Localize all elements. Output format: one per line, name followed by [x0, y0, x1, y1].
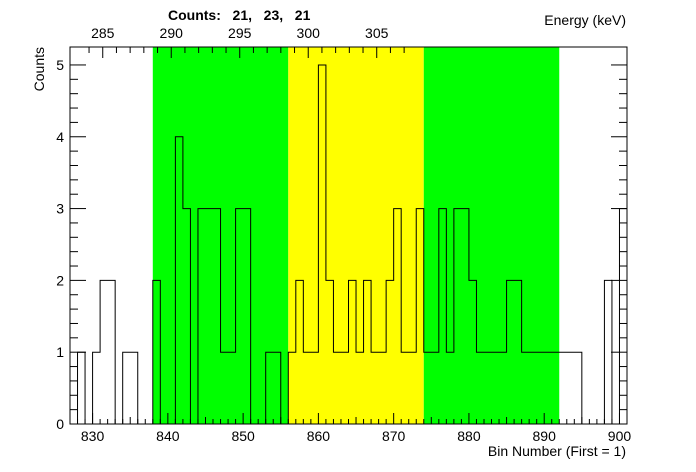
x-tick-label: 850 — [231, 428, 255, 444]
top-tick-label: 285 — [91, 25, 115, 41]
x-tick-label: 840 — [156, 428, 180, 444]
tick-labels: 830 840 850 860 870 880 890 900 285 290 295 300 305 0… — [56, 25, 631, 444]
region-band-2 — [423, 47, 560, 424]
x-tick-label: 830 — [81, 428, 105, 444]
y-tick-label: 5 — [56, 57, 64, 73]
x-tick-label: 890 — [533, 428, 557, 444]
y-tick-label: 2 — [56, 272, 64, 288]
histogram-series — [77, 64, 628, 425]
y-tick-label: 1 — [56, 344, 64, 360]
axis-ticks — [70, 47, 628, 425]
x-tick-label: 880 — [457, 428, 481, 444]
plot-title: Counts: 21, 23, 21 — [168, 7, 311, 23]
top-tick-label: 300 — [297, 25, 321, 41]
x-axis-title: Bin Number (First = 1) — [488, 443, 626, 459]
x-tick-label: 870 — [382, 428, 406, 444]
y-tick-label: 4 — [56, 129, 64, 145]
top-tick-label: 290 — [160, 25, 184, 41]
y-axis-title: Counts — [31, 47, 47, 91]
x-tick-label: 860 — [307, 428, 331, 444]
x-tick-label: 900 — [608, 428, 632, 444]
y-tick-label: 3 — [56, 201, 64, 217]
top-tick-label: 305 — [365, 25, 389, 41]
top-axis-title: Energy (keV) — [544, 12, 626, 28]
top-tick-label: 295 — [228, 25, 252, 41]
region-band-1 — [288, 47, 424, 424]
region-bands — [152, 47, 560, 424]
y-tick-label: 0 — [56, 416, 64, 432]
